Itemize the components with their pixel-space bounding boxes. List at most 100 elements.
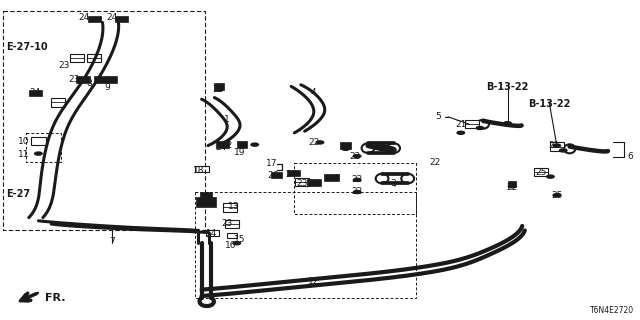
- Bar: [307, 179, 321, 186]
- Text: 20: 20: [199, 199, 211, 208]
- Ellipse shape: [387, 143, 400, 153]
- Text: 23: 23: [58, 61, 70, 70]
- Circle shape: [250, 142, 259, 147]
- Circle shape: [353, 154, 362, 158]
- Text: 9: 9: [105, 83, 110, 92]
- Text: 9: 9: [333, 174, 339, 183]
- Text: 25: 25: [551, 191, 563, 200]
- Text: 3: 3: [391, 180, 396, 188]
- Bar: [94, 76, 108, 83]
- Text: 8: 8: [87, 79, 92, 88]
- Bar: [223, 203, 237, 212]
- Bar: [29, 90, 42, 96]
- Text: E-27: E-27: [6, 189, 31, 199]
- Text: 21: 21: [455, 120, 467, 129]
- Text: 13: 13: [228, 202, 239, 211]
- Text: 22: 22: [429, 158, 441, 167]
- Circle shape: [214, 87, 223, 92]
- Circle shape: [552, 143, 561, 148]
- Text: B-13-22: B-13-22: [486, 82, 529, 92]
- Circle shape: [316, 140, 324, 145]
- Ellipse shape: [401, 174, 414, 183]
- Text: 15: 15: [234, 235, 246, 244]
- Text: 23: 23: [68, 75, 79, 84]
- Circle shape: [353, 190, 362, 194]
- Text: 6: 6: [628, 152, 633, 161]
- Text: E-27-10: E-27-10: [6, 42, 48, 52]
- Circle shape: [232, 241, 241, 245]
- Text: 24: 24: [106, 13, 118, 22]
- Text: 18: 18: [193, 166, 204, 175]
- Circle shape: [34, 151, 43, 156]
- Text: 5: 5: [436, 112, 441, 121]
- Text: 25: 25: [535, 168, 547, 177]
- Text: 16: 16: [225, 241, 236, 250]
- Text: 23: 23: [221, 219, 233, 228]
- Bar: [534, 168, 548, 176]
- Ellipse shape: [362, 143, 374, 153]
- Text: 22: 22: [221, 141, 233, 150]
- Bar: [31, 137, 46, 145]
- Bar: [340, 142, 351, 149]
- Text: 22: 22: [349, 152, 361, 161]
- Bar: [70, 54, 84, 62]
- Text: 22: 22: [506, 183, 518, 192]
- Text: 14: 14: [205, 229, 217, 238]
- Bar: [214, 83, 224, 90]
- Bar: [216, 141, 229, 148]
- Bar: [508, 181, 516, 187]
- Bar: [225, 220, 239, 228]
- Bar: [206, 230, 219, 236]
- Bar: [51, 98, 65, 107]
- Text: 7: 7: [109, 237, 115, 246]
- Bar: [465, 120, 479, 128]
- Bar: [200, 192, 212, 198]
- Ellipse shape: [376, 174, 388, 183]
- Bar: [550, 142, 564, 151]
- Text: 2: 2: [378, 144, 383, 153]
- Bar: [87, 54, 101, 62]
- Text: B-13-22: B-13-22: [528, 99, 570, 109]
- Bar: [88, 16, 101, 22]
- Bar: [295, 178, 309, 186]
- Circle shape: [508, 184, 516, 188]
- Text: 8: 8: [308, 180, 313, 188]
- Text: 19: 19: [234, 148, 246, 157]
- Circle shape: [546, 174, 555, 179]
- Text: 24: 24: [199, 194, 211, 203]
- Bar: [227, 233, 237, 238]
- Bar: [195, 166, 209, 172]
- Text: 24: 24: [215, 143, 227, 152]
- Ellipse shape: [477, 120, 489, 129]
- Bar: [324, 174, 339, 181]
- Bar: [107, 76, 117, 83]
- Text: 12: 12: [308, 277, 319, 286]
- Text: 17: 17: [266, 159, 278, 168]
- Text: 23: 23: [296, 179, 308, 188]
- Text: 21: 21: [548, 141, 559, 150]
- Circle shape: [456, 131, 465, 135]
- Text: 24: 24: [29, 88, 41, 97]
- Circle shape: [503, 121, 512, 125]
- Bar: [287, 170, 300, 176]
- Bar: [76, 76, 90, 83]
- Text: 10: 10: [18, 137, 29, 146]
- Text: 22: 22: [351, 175, 363, 184]
- Circle shape: [559, 148, 568, 153]
- Text: T6N4E2720: T6N4E2720: [589, 306, 634, 315]
- Bar: [271, 172, 282, 178]
- Text: 22: 22: [308, 138, 319, 147]
- Bar: [237, 141, 247, 148]
- Text: 1: 1: [225, 116, 230, 124]
- Text: 26: 26: [268, 171, 279, 180]
- Bar: [196, 197, 216, 207]
- Text: 24: 24: [285, 170, 297, 179]
- Ellipse shape: [564, 144, 575, 153]
- Text: FR.: FR.: [45, 292, 65, 303]
- Circle shape: [341, 147, 350, 151]
- Text: 11: 11: [18, 150, 29, 159]
- Circle shape: [353, 178, 362, 182]
- Text: 24: 24: [79, 13, 90, 22]
- Bar: [115, 16, 128, 22]
- Text: 22: 22: [351, 188, 363, 196]
